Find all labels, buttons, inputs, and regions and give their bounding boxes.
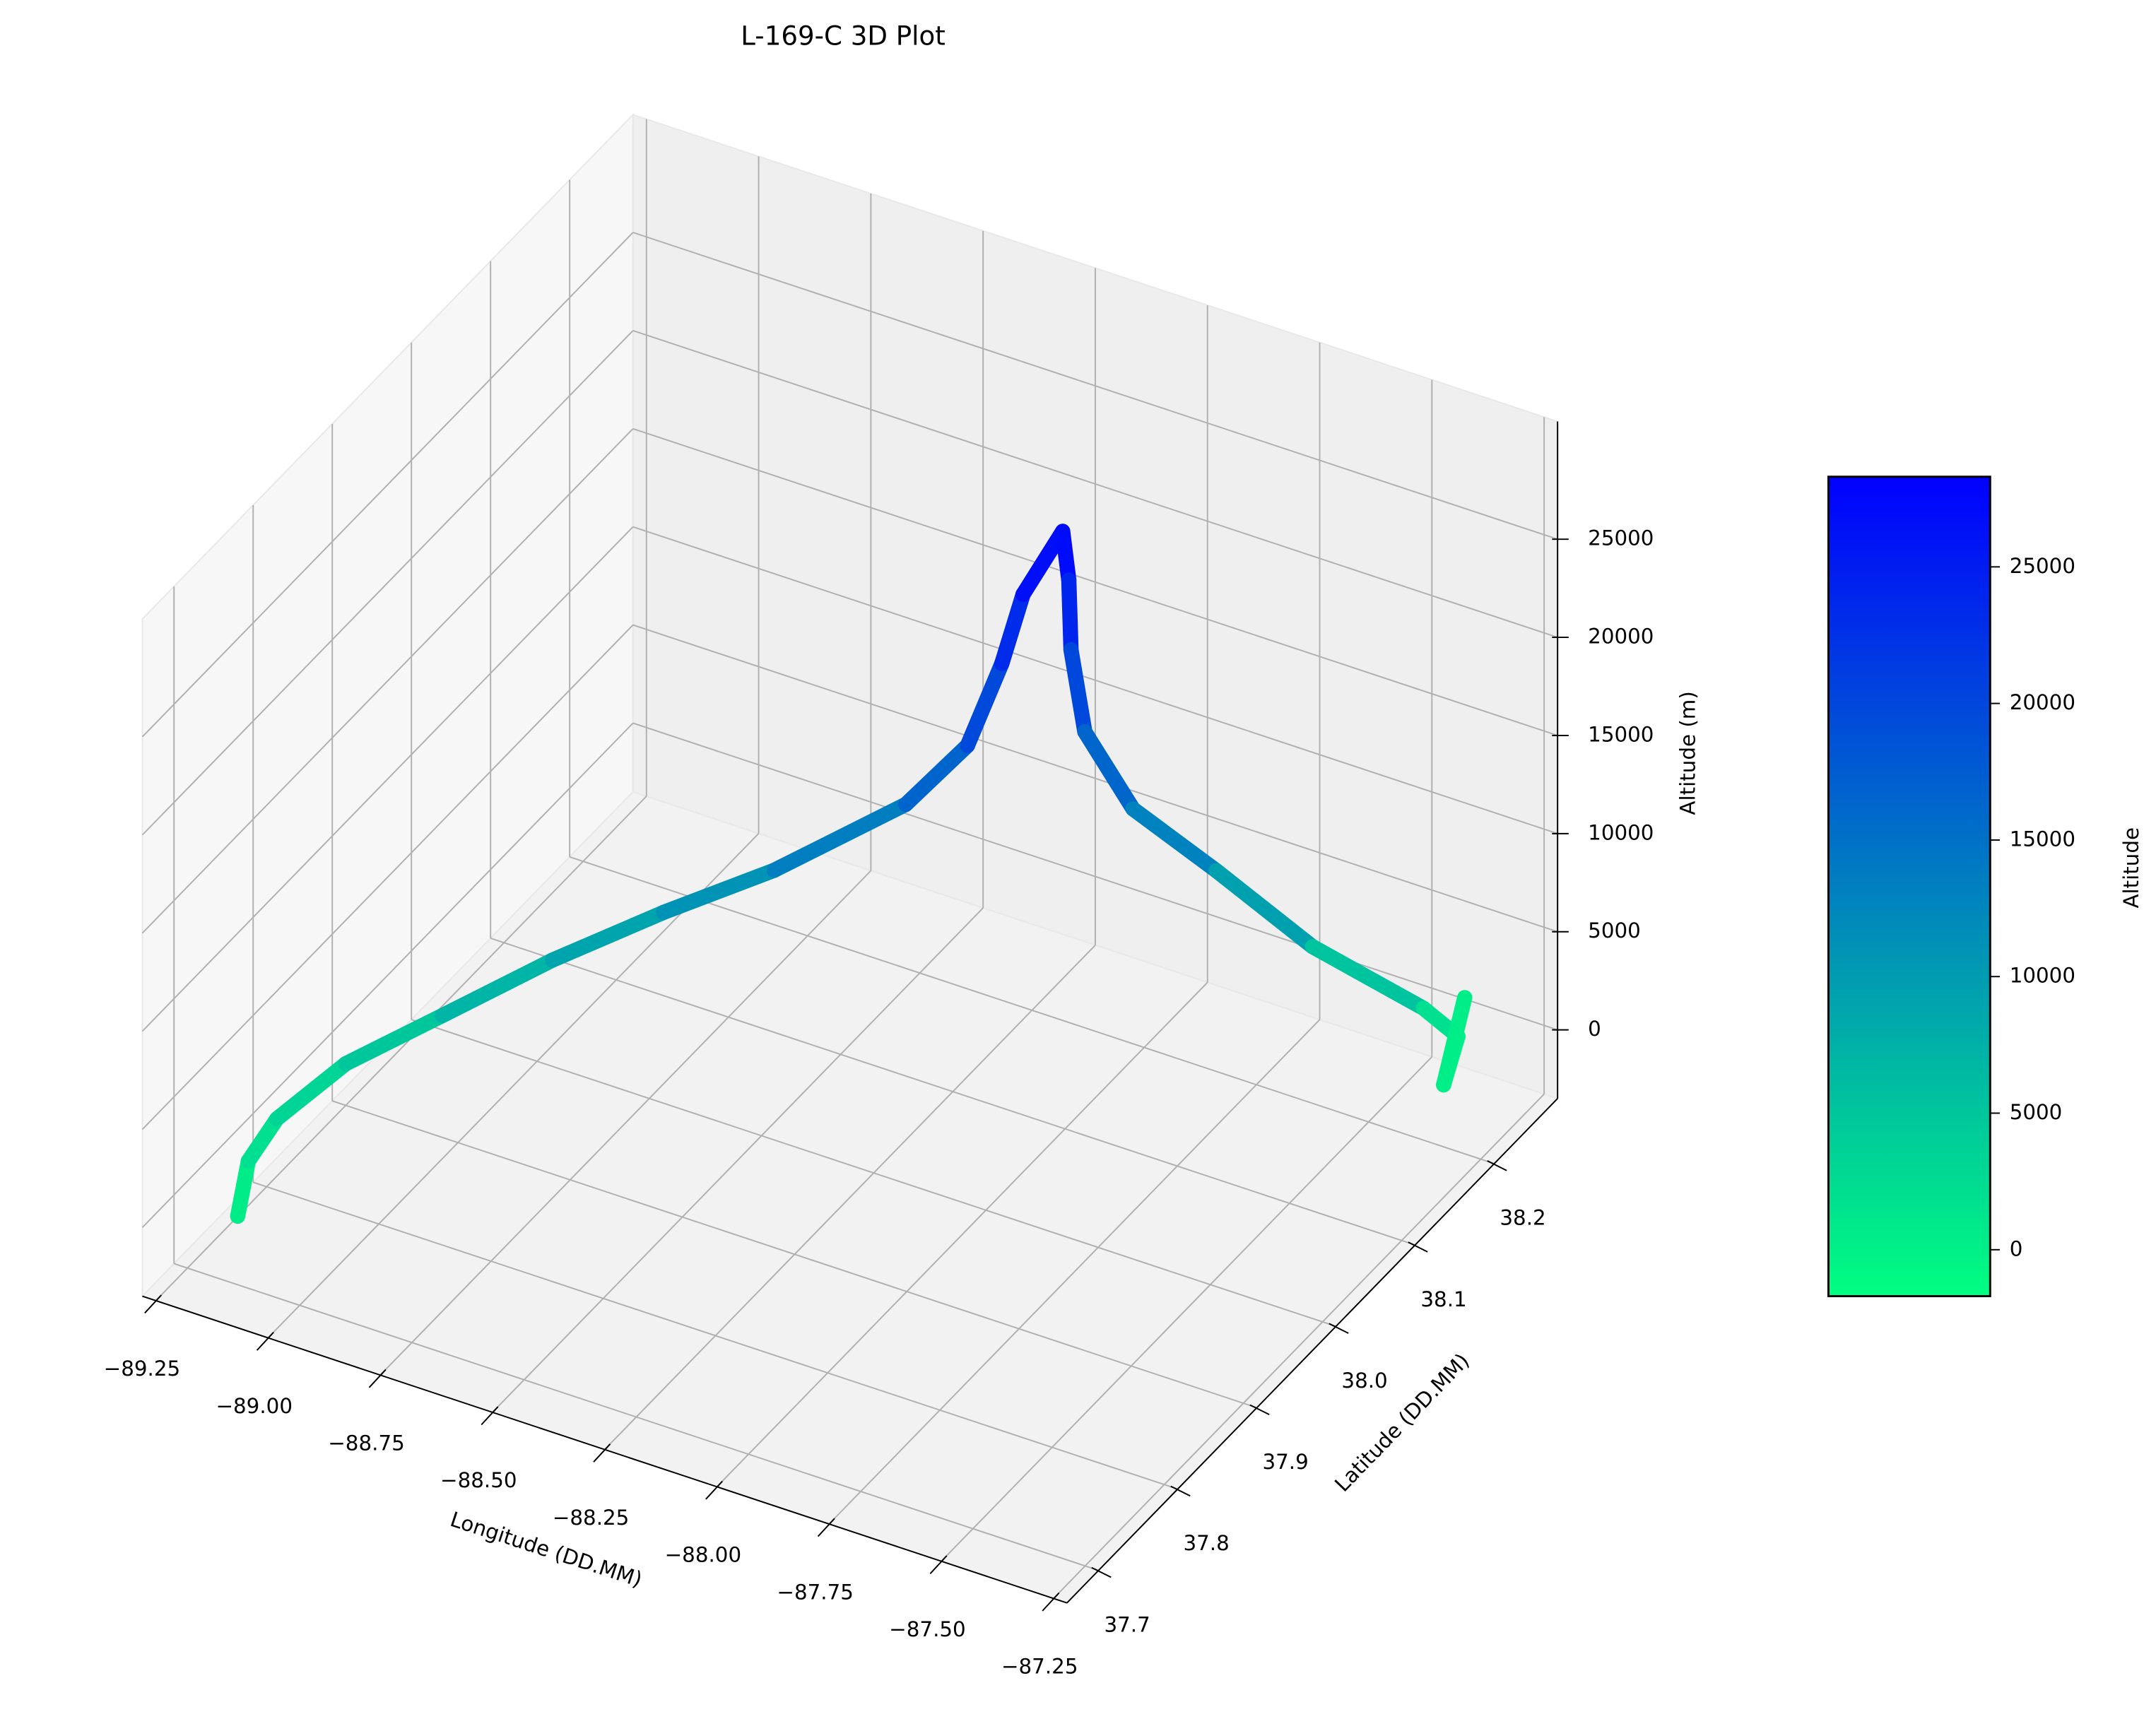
colorbar-tick-label: 20000 (2010, 690, 2075, 714)
colorbar-tick-label: 5000 (2010, 1100, 2063, 1124)
x-tick-label: −88.50 (440, 1468, 517, 1492)
grid-line (173, 1263, 1099, 1571)
x-tick-label: −88.00 (665, 1543, 742, 1567)
y-tick-label: 37.9 (1262, 1450, 1308, 1474)
x-tick-label: −89.25 (104, 1357, 181, 1381)
grid-line (941, 1056, 1433, 1562)
tick-mark (368, 1369, 387, 1388)
trajectory-segment (1077, 723, 1141, 817)
trajectory-segment (655, 862, 782, 921)
trajectory-segment (1125, 801, 1224, 879)
trajectory-segment (1436, 990, 1473, 1093)
x-axis-line (142, 1295, 1068, 1604)
tick-mark (593, 1443, 611, 1463)
trajectory-segment (1055, 524, 1077, 588)
x-tick-label: −88.75 (328, 1431, 405, 1455)
z-tick-label: 5000 (1588, 918, 1641, 943)
grid-line (569, 856, 1495, 1164)
tick-mark (256, 1332, 274, 1351)
chart-title: L-169-C 3D Plot (741, 20, 946, 51)
colorbar (1827, 475, 1991, 1297)
trajectory-segment (1061, 572, 1079, 658)
grid-line (252, 1181, 1178, 1490)
grid-line (632, 526, 1558, 834)
tick-mark (705, 1480, 723, 1500)
y-tick-label: 37.7 (1104, 1612, 1150, 1636)
grid-line (632, 232, 1558, 540)
trajectory-segment (994, 586, 1031, 671)
y-axis-line (1066, 1098, 1558, 1604)
grid-line (632, 722, 1558, 1031)
colorbar-label: Altitude (2119, 827, 2143, 909)
z-tick-label: 15000 (1588, 722, 1654, 746)
trajectory-segment (269, 1056, 354, 1127)
grid-line (1053, 1093, 1545, 1600)
z-tick-label: 20000 (1588, 625, 1654, 649)
grid-line (331, 1100, 1257, 1409)
tick-mark (929, 1555, 948, 1574)
tick-mark (1408, 1241, 1428, 1253)
grid-line (632, 427, 1558, 736)
grid-line (603, 945, 1096, 1451)
x-tick-label: −88.25 (553, 1506, 630, 1530)
trajectory-segment (898, 738, 975, 813)
tick-mark (481, 1406, 499, 1426)
grid-line (267, 833, 760, 1339)
grid-line (492, 907, 984, 1413)
trajectory-segment (1015, 524, 1071, 602)
colorbar-tick-label: 15000 (2010, 827, 2075, 851)
z-tick-label: 25000 (1588, 526, 1654, 550)
colorbar-tick-label: 25000 (2010, 554, 2075, 578)
grid-line (632, 329, 1558, 639)
y-tick-label: 38.0 (1341, 1369, 1387, 1393)
tick-mark (817, 1518, 835, 1537)
trajectory-segment (545, 904, 671, 968)
trajectory-segment (1208, 863, 1321, 955)
colorbar-tick-label: 10000 (2010, 964, 2075, 988)
trajectory-segment (767, 796, 914, 878)
tick-mark (1249, 1404, 1270, 1416)
x-tick-label: −87.25 (1001, 1655, 1078, 1679)
trajectory-segment (230, 1153, 257, 1224)
grid-line (379, 870, 872, 1376)
trajectory-segment (960, 656, 1010, 753)
tick-mark (1487, 1160, 1507, 1171)
tick-mark (144, 1294, 163, 1314)
trajectory-segment (338, 1008, 450, 1072)
tick-mark (1091, 1566, 1112, 1578)
x-tick-label: −87.50 (889, 1617, 966, 1641)
trajectory-segment (240, 1111, 285, 1169)
grid-line (141, 330, 634, 836)
trajectory-segment (1304, 939, 1432, 1016)
tick-mark (1329, 1323, 1349, 1334)
tick-mark (1170, 1485, 1191, 1497)
grid-line (490, 937, 1415, 1246)
z-axis-label: Altitude (m) (1675, 691, 1700, 815)
y-tick-label: 38.2 (1500, 1206, 1545, 1230)
tick-mark (1042, 1592, 1060, 1612)
grid-line (411, 1019, 1336, 1328)
x-tick-label: −89.00 (216, 1394, 293, 1418)
grid-line (141, 722, 634, 1228)
z-tick-label: 0 (1588, 1017, 1601, 1041)
grid-line (141, 428, 634, 934)
x-tick-label: −87.75 (777, 1580, 854, 1604)
grid-line (716, 981, 1208, 1487)
trajectory-segment (1063, 642, 1092, 740)
grid-line (632, 624, 1558, 933)
y-tick-label: 38.1 (1420, 1287, 1466, 1311)
grid-line (141, 526, 634, 1032)
y-tick-label: 37.8 (1183, 1531, 1229, 1555)
grid-line (141, 232, 634, 738)
grid-line (828, 1019, 1321, 1525)
colorbar-tick-label: 0 (2010, 1236, 2023, 1260)
trajectory-segment (435, 952, 560, 1024)
z-tick-label: 10000 (1588, 820, 1654, 844)
grid-line (141, 624, 634, 1130)
